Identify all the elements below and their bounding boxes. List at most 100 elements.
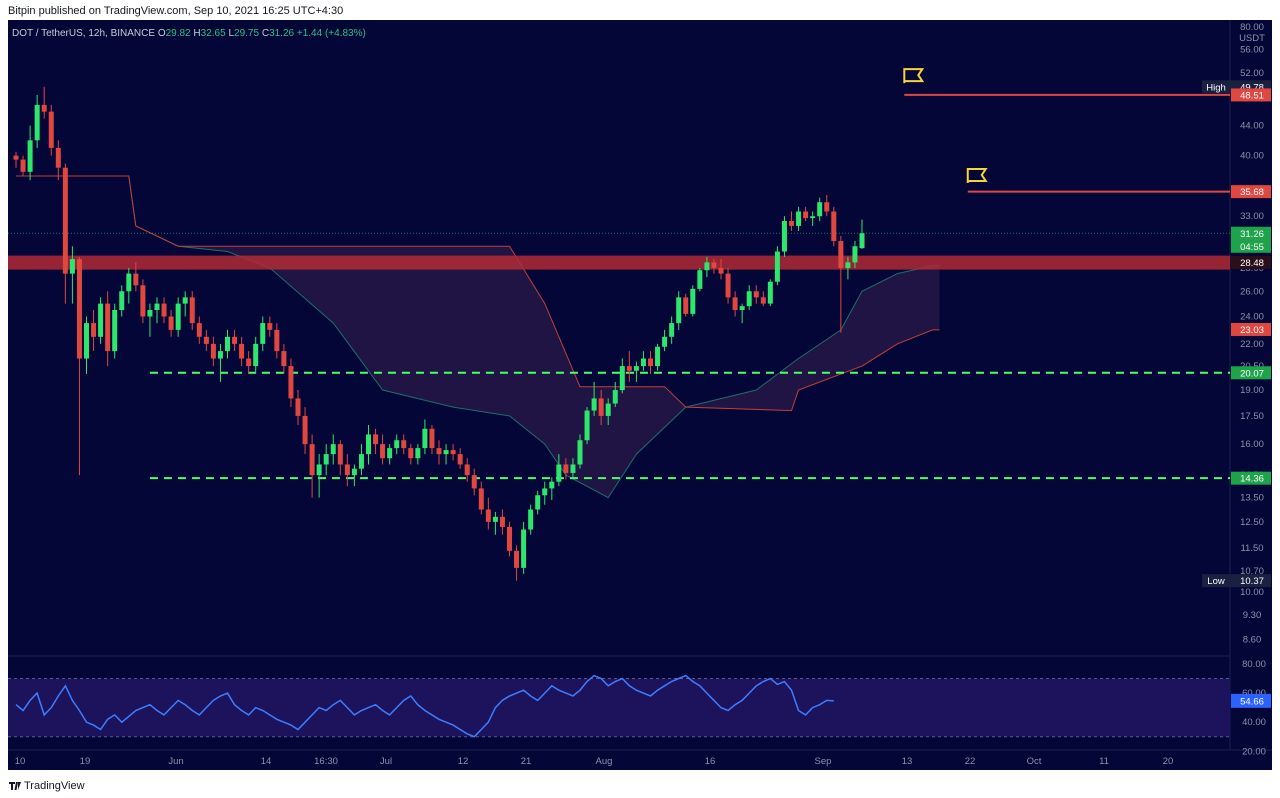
marker-name-badge [1202, 574, 1231, 588]
time-tick-label: 12 [458, 756, 469, 767]
candle [605, 403, 611, 416]
publish-header: Bitpin published on TradingView.com, Sep… [0, 0, 1280, 22]
candle [161, 303, 167, 317]
price-tick-label: 8.60 [1243, 635, 1262, 646]
candle [373, 434, 379, 445]
candle [98, 303, 104, 337]
brand-label[interactable]: TradingView [24, 780, 85, 792]
candle [443, 450, 449, 455]
price-marker-badge [1231, 256, 1271, 270]
time-tick-label: 22 [965, 756, 976, 767]
candle [767, 281, 773, 304]
price-marker-badge [1231, 226, 1271, 253]
time-tick-label: 20 [1163, 756, 1174, 767]
candle [725, 273, 731, 298]
price-tick-label: 33.00 [1240, 211, 1264, 222]
candle [817, 202, 823, 217]
rsi-current-label: 54.66 [1240, 696, 1264, 707]
ichimoku-span-a [16, 175, 940, 499]
candle [309, 444, 315, 476]
candle [436, 448, 442, 455]
candle [140, 285, 146, 317]
price-tick-label: 10.00 [1240, 587, 1264, 598]
time-tick-label: Aug [596, 756, 613, 767]
candle [810, 216, 816, 219]
tradingview-logo-icon [9, 782, 21, 790]
price-tick-label: 12.50 [1240, 517, 1264, 528]
price-tick-label: 9.30 [1243, 610, 1262, 621]
price-chart-svg[interactable]: 80.0060.0040.0020.0054.6680.00USDT56.005… [8, 20, 1272, 770]
open-value: 29.82 [165, 28, 191, 39]
candle [295, 398, 301, 416]
price-tick-label: 80.00 [1240, 22, 1264, 33]
price-tick-label: 10.70 [1240, 566, 1264, 577]
rsi-current-badge [1231, 693, 1271, 708]
candle [690, 288, 696, 314]
candle [337, 444, 343, 465]
price-tick-label: 22.00 [1240, 339, 1264, 350]
candle [13, 155, 19, 160]
price-marker-label: 31.26 [1240, 229, 1264, 240]
price-marker-label: 10.37 [1240, 576, 1264, 587]
price-marker-label: 20.07 [1240, 368, 1264, 379]
candle [739, 306, 745, 310]
candle [267, 323, 273, 330]
high-value: 32.65 [200, 28, 226, 39]
candle [182, 297, 188, 304]
candle [662, 336, 668, 347]
candle [838, 241, 844, 268]
candle [232, 336, 238, 344]
candle [655, 346, 661, 367]
candle [246, 358, 252, 367]
candle [380, 444, 386, 459]
candle [366, 434, 371, 455]
price-tick-label: 44.00 [1240, 121, 1264, 132]
candle [344, 464, 350, 476]
time-tick-label: 21 [521, 756, 532, 767]
candle [84, 323, 89, 359]
candle [774, 251, 780, 282]
rsi-tick-label: 20.00 [1242, 746, 1266, 757]
candle [260, 323, 266, 344]
price-marker-badge [1231, 322, 1271, 336]
candle [492, 516, 498, 522]
time-tick-label: 16 [705, 756, 716, 767]
price-tick-label: 26.00 [1240, 286, 1264, 297]
candle [154, 303, 160, 310]
candle [619, 366, 625, 391]
candle [598, 398, 604, 416]
candle [41, 104, 47, 112]
marker-name-label: Low [1207, 576, 1225, 587]
candle [105, 303, 111, 352]
open-label: O [157, 28, 166, 39]
candle [732, 297, 738, 310]
publish-text: Bitpin published on TradingView.com, Sep… [8, 5, 344, 17]
candle [697, 270, 703, 289]
candle [711, 262, 717, 268]
candle [781, 221, 787, 252]
change-value: +1.44 (+4.83%) [296, 28, 366, 39]
candle [48, 111, 54, 148]
candle [91, 323, 97, 337]
candle [640, 358, 646, 367]
price-marker-badge [1231, 574, 1271, 588]
price-tick-label: 40.00 [1240, 151, 1264, 162]
price-marker-badge [1231, 185, 1271, 199]
candle [27, 140, 33, 172]
time-tick-label: 10 [15, 756, 26, 767]
time-tick-label: 19 [80, 756, 91, 767]
candle [648, 358, 653, 367]
candle [556, 464, 562, 482]
candle [542, 488, 548, 496]
candle [577, 440, 583, 465]
candle [69, 259, 75, 274]
rsi-tick-label: 80.00 [1242, 659, 1266, 670]
time-tick-label: 16:30 [314, 756, 338, 767]
candle [633, 366, 639, 371]
price-tick-label: 13.50 [1240, 493, 1264, 504]
candle [302, 415, 308, 445]
candle [217, 351, 223, 359]
candle [189, 297, 195, 324]
candle [507, 526, 512, 551]
chart-area[interactable]: 80.00 60.00 40.00 20.00 54.66 80.00 USDT 56.00 5… [8, 20, 1272, 770]
